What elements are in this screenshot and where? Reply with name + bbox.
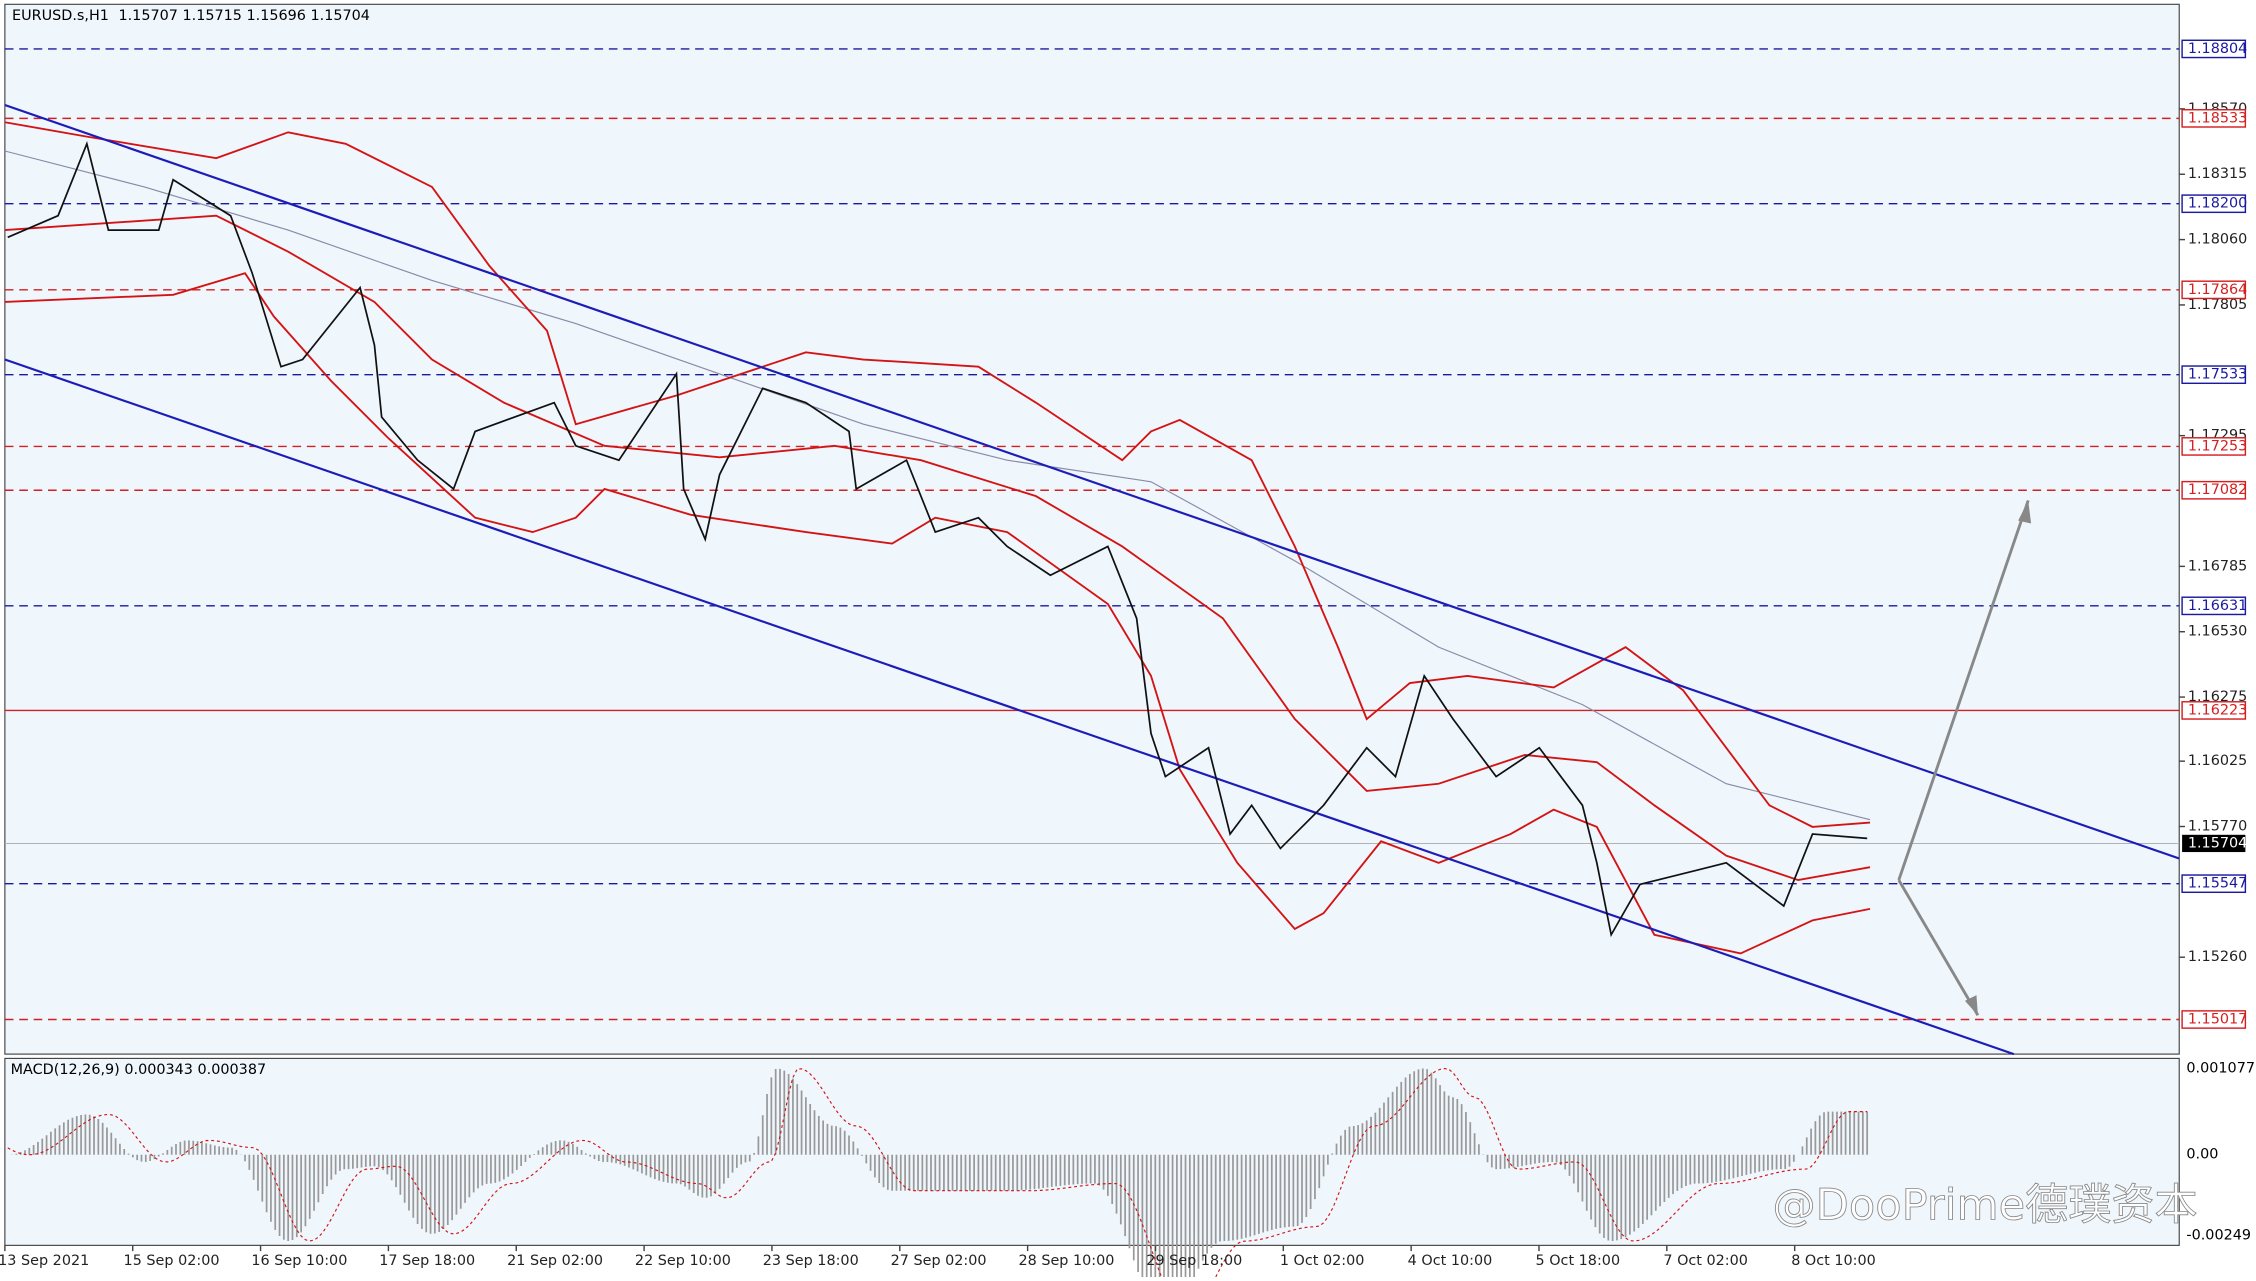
macd-panel	[4, 1057, 2180, 1246]
arrow-down	[1897, 879, 1980, 1016]
time-label: 1 Oct 02:00	[1280, 1253, 1365, 1269]
price-tick-label: 1.16785	[2188, 558, 2247, 574]
quote: 1.15707 1.15715 1.15696 1.15704	[118, 8, 369, 24]
macd-signal	[7, 1067, 1868, 1281]
level-label: 1.17253	[2188, 438, 2247, 454]
bollinger-lower	[4, 272, 1871, 955]
time-label: 27 Sep 02:00	[891, 1253, 987, 1269]
channel-upper	[4, 103, 2180, 860]
level-label-box	[2181, 874, 2247, 894]
axes: 1.185701.183151.180601.178051.172951.167…	[0, 39, 2247, 1269]
level-label: 1.16631	[2188, 598, 2247, 614]
time-label: 17 Sep 18:00	[379, 1253, 475, 1269]
channel-lower	[4, 358, 2015, 1056]
price-tick-label: 1.18060	[2188, 232, 2247, 248]
level-label: 1.15547	[2188, 876, 2247, 892]
time-label: 15 Sep 02:00	[124, 1253, 220, 1269]
level-label: 1.17082	[2188, 482, 2247, 498]
level-label: 1.15017	[2188, 1012, 2247, 1028]
watermark: @DooPrime德璞资本	[1773, 1180, 2198, 1230]
price-tick-label: 1.15770	[2188, 819, 2247, 835]
symbol: EURUSD.s,H1	[12, 8, 109, 24]
time-label: 8 Oct 10:00	[1791, 1253, 1876, 1269]
price-tick-label: 1.16025	[2188, 753, 2247, 769]
arrow-up	[1897, 499, 2030, 881]
level-label: 1.18200	[2188, 196, 2247, 212]
level-label-box	[2181, 39, 2247, 59]
bollinger-middle	[4, 214, 1871, 882]
macd-label: MACD(12,26,9) 0.000343 0.000387	[11, 1062, 267, 1078]
level-label-box	[2181, 280, 2247, 300]
level-label-box	[2181, 480, 2247, 500]
level-label: 1.18804	[2188, 41, 2247, 57]
arrow-head	[2018, 500, 2032, 524]
time-label: 23 Sep 18:00	[763, 1253, 859, 1269]
level-label-box	[2181, 1010, 2247, 1029]
price-tick-label: 1.16530	[2188, 624, 2247, 640]
level-label-box	[2181, 437, 2247, 456]
level-label-box	[2181, 701, 2247, 720]
time-label: 29 Sep 18:00	[1146, 1253, 1242, 1269]
level-label-box	[2181, 194, 2247, 214]
moving-average	[4, 150, 1871, 821]
level-label: 1.17533	[2188, 367, 2247, 383]
level-label: 1.17864	[2188, 282, 2247, 298]
macd-scale: 0.00	[2186, 1147, 2218, 1163]
macd-histogram	[7, 1067, 1869, 1281]
macd-scale: -0.00249	[2186, 1227, 2251, 1243]
time-label: 5 Oct 18:00	[1536, 1253, 1621, 1269]
time-label: 22 Sep 10:00	[635, 1253, 731, 1269]
macd-bars	[11, 1068, 1869, 1281]
time-label: 21 Sep 02:00	[507, 1253, 603, 1269]
price-tick-label: 1.18315	[2188, 166, 2247, 182]
macd-scale: 0.001077	[2186, 1060, 2255, 1076]
indicators	[4, 103, 2180, 1056]
bollinger-upper	[4, 121, 1871, 828]
level-label-box	[2181, 365, 2247, 385]
arrow-head	[1964, 995, 1978, 1016]
levels	[4, 48, 2180, 1021]
time-label: 13 Sep 2021	[0, 1253, 89, 1269]
level-label: 1.18533	[2188, 110, 2247, 126]
time-label: 4 Oct 10:00	[1408, 1253, 1493, 1269]
level-label-box	[2181, 596, 2247, 616]
current-label-box	[2182, 834, 2246, 853]
price-path	[7, 141, 1868, 938]
current-label: 1.15704	[2188, 835, 2247, 851]
time-label: 7 Oct 02:00	[1663, 1253, 1748, 1269]
time-label: 28 Sep 10:00	[1018, 1253, 1114, 1269]
time-label: 16 Sep 10:00	[251, 1253, 347, 1269]
price-tick-label: 1.15260	[2188, 949, 2247, 965]
price-tick-label: 1.17805	[2188, 297, 2247, 313]
level-label: 1.16223	[2188, 702, 2247, 718]
level-label-box	[2181, 109, 2247, 128]
